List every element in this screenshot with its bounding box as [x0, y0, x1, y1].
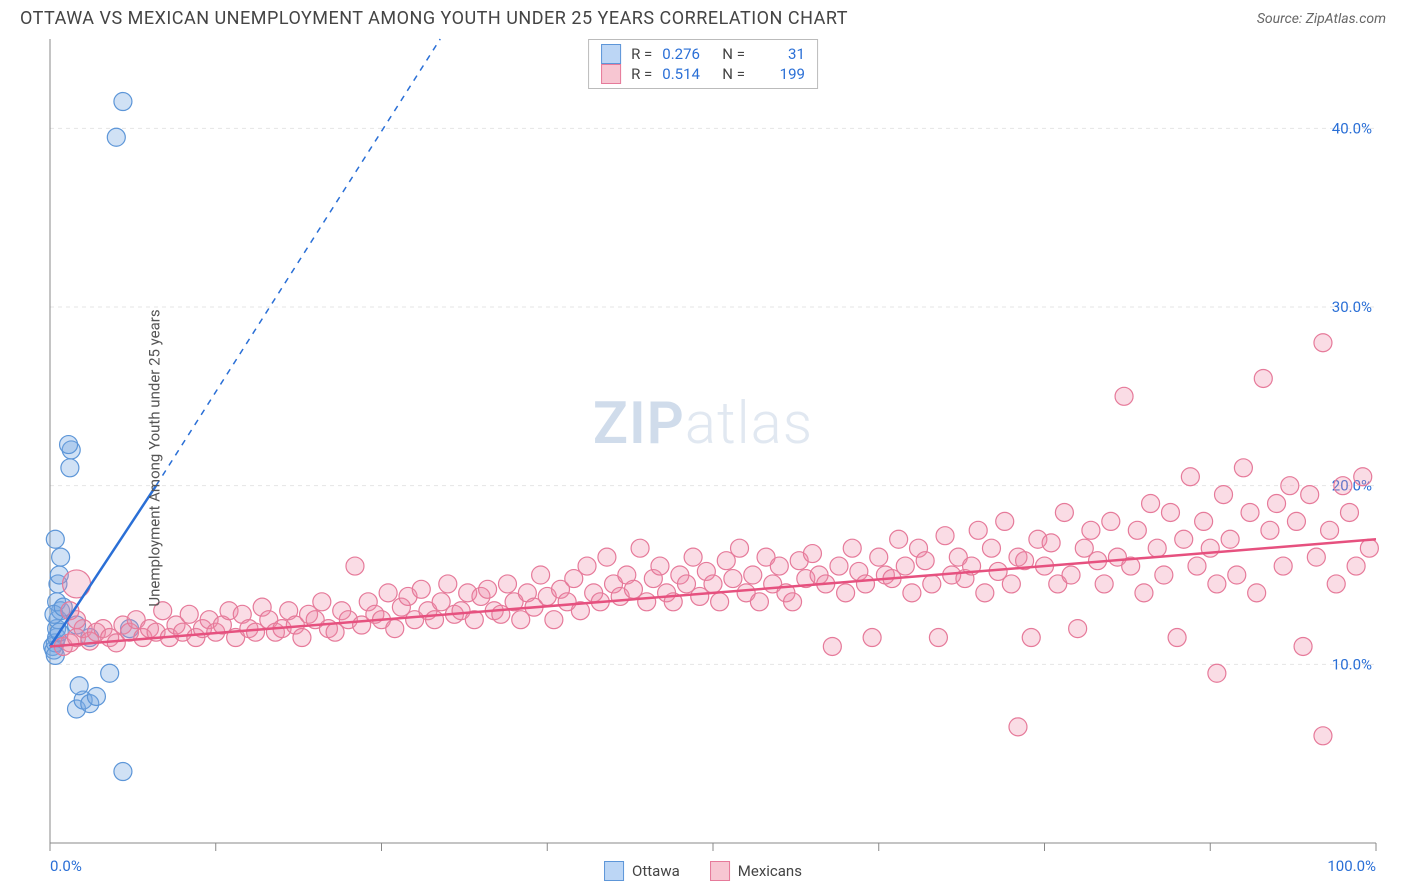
chart-title: OTTAWA VS MEXICAN UNEMPLOYMENT AMONG YOU…	[20, 8, 848, 29]
svg-text:100.0%: 100.0%	[1327, 857, 1376, 875]
r-value: 0.514	[662, 65, 712, 83]
legend-swatch	[710, 861, 730, 881]
stats-legend-row: R = 0.276 N = 31	[601, 44, 805, 64]
svg-text:30.0%: 30.0%	[1332, 298, 1372, 316]
svg-text:40.0%: 40.0%	[1332, 119, 1372, 137]
chart-container: Unemployment Among Youth under 25 years …	[0, 33, 1406, 883]
n-value: 31	[755, 45, 805, 63]
stats-legend-row: R = 0.514 N = 199	[601, 64, 805, 84]
r-value: 0.276	[662, 45, 712, 63]
scatter-plot: 0.0%100.0%10.0%20.0%30.0%40.0%	[0, 33, 1406, 883]
legend-swatch	[604, 861, 624, 881]
source-attribution: Source: ZipAtlas.com	[1257, 11, 1386, 27]
stats-legend: R = 0.276 N = 31 R = 0.514 N = 199	[588, 39, 818, 89]
series-legend-item: Ottawa	[604, 861, 680, 881]
series-legend-item: Mexicans	[710, 861, 802, 881]
n-label: N =	[722, 45, 745, 63]
series-label: Ottawa	[632, 862, 680, 880]
legend-swatch	[601, 64, 621, 84]
series-legend: Ottawa Mexicans	[604, 861, 802, 881]
r-label: R =	[631, 45, 652, 63]
r-label: R =	[631, 65, 652, 83]
legend-swatch	[601, 44, 621, 64]
svg-text:0.0%: 0.0%	[50, 857, 82, 875]
svg-text:10.0%: 10.0%	[1332, 655, 1372, 673]
n-label: N =	[722, 65, 745, 83]
y-axis-label: Unemployment Among Youth under 25 years	[146, 309, 164, 606]
series-label: Mexicans	[738, 862, 802, 880]
n-value: 199	[755, 65, 805, 83]
